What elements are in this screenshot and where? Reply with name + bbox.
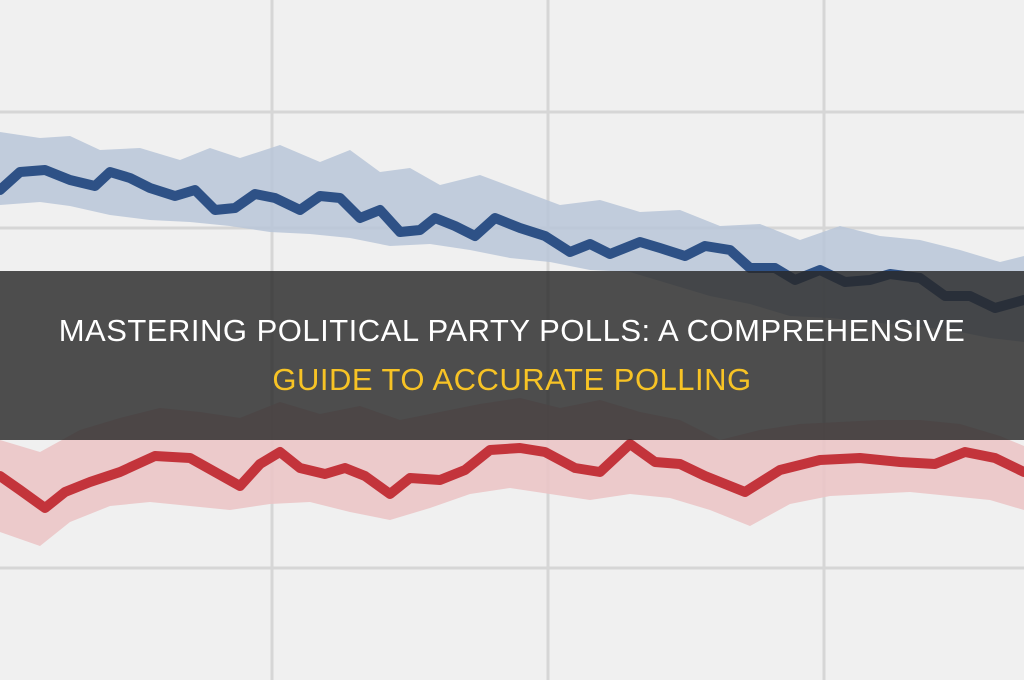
- page-title-line-2: GUIDE TO ACCURATE POLLING: [272, 362, 752, 397]
- red-series-line: [0, 439, 1024, 513]
- page-title-line-1: MASTERING POLITICAL PARTY POLLS: A COMPR…: [58, 313, 966, 348]
- title-banner: MASTERING POLITICAL PARTY POLLS: A COMPR…: [0, 271, 1024, 440]
